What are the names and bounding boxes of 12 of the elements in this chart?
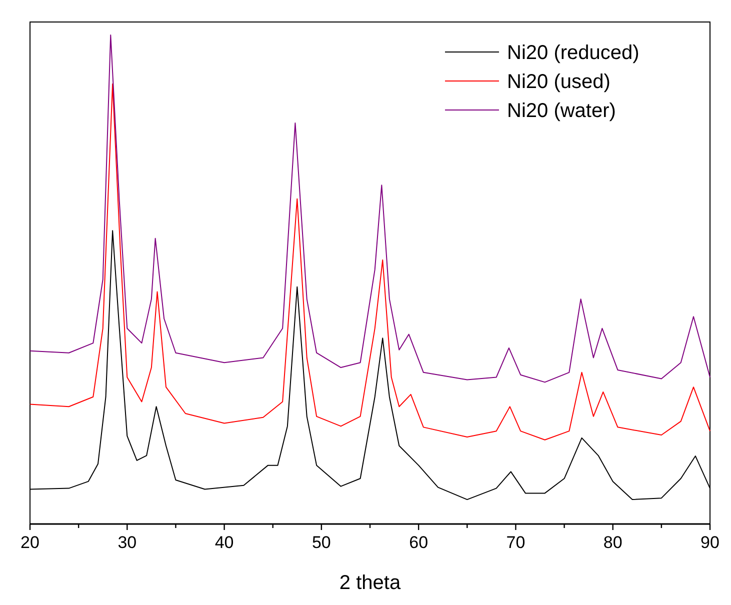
legend-label: Ni20 (water) <box>507 100 616 122</box>
x-tick-label: 40 <box>214 533 234 552</box>
x-tick-label: 70 <box>506 533 526 552</box>
x-tick-label: 60 <box>409 533 428 552</box>
x-axis-title: 2 theta <box>339 572 402 594</box>
x-tick-label: 30 <box>118 533 137 552</box>
x-tick-label: 20 <box>20 533 40 552</box>
legend-label: Ni20 (reduced) <box>507 42 640 64</box>
x-tick-label: 90 <box>700 533 720 552</box>
x-tick-label: 80 <box>603 533 622 552</box>
legend-label: Ni20 (used) <box>507 71 610 93</box>
x-tick-label: 50 <box>312 533 331 552</box>
